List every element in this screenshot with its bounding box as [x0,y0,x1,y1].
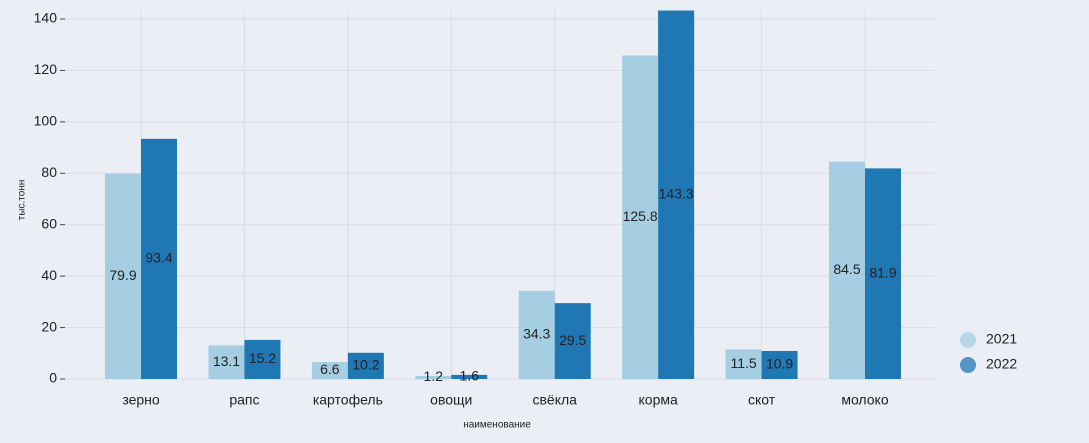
bar [415,375,452,379]
legend-marker [960,357,976,373]
value-label: 1.6 [460,368,480,384]
bar [725,349,762,379]
x-tick-label: зерно [122,392,160,408]
y-tick-label: 100 [34,113,58,129]
x-tick-label: картофель [313,392,383,408]
bar [311,362,348,379]
x-tick-label: корма [639,392,678,408]
bar [658,10,695,380]
x-tick-label: свёкла [532,392,577,408]
y-tick-label: 20 [41,318,57,334]
bar [554,303,591,379]
value-label: 15.2 [249,350,276,366]
value-label: 93.4 [145,250,172,266]
value-label: 10.2 [352,357,379,373]
value-label: 125.8 [623,208,658,224]
y-tick-label: 60 [41,215,57,231]
y-tick-label: 0 [49,370,57,386]
value-label: 81.9 [869,264,896,280]
bar [864,168,901,379]
bar [518,290,555,379]
bar [761,350,798,379]
legend-label: 2021 [986,331,1017,347]
legend-label: 2022 [986,356,1017,372]
value-label: 29.5 [559,332,586,348]
bar [347,352,384,379]
y-tick-label: 40 [41,267,57,283]
bar [244,339,281,379]
value-label: 34.3 [523,326,550,342]
bar [105,173,142,379]
value-label: 1.2 [424,368,444,384]
x-axis-label: наименование [463,420,531,431]
bar [622,55,659,380]
x-tick-label: молоко [841,392,888,408]
value-label: 11.5 [730,355,756,371]
y-tick-label: 80 [41,164,57,180]
x-tick-label: скот [748,392,776,408]
bar [828,161,865,379]
value-label: 143.3 [659,185,694,201]
legend-marker [960,332,976,348]
y-tick-label: 140 [34,10,58,26]
value-label: 6.6 [320,361,340,377]
x-tick-label: рапс [229,392,259,408]
value-label: 13.1 [213,353,240,369]
bar [208,345,245,379]
value-label: 10.9 [766,356,793,372]
value-label: 84.5 [833,261,860,277]
x-tick-label: овощи [430,392,472,408]
y-tick-label: 120 [34,61,58,77]
bar [451,374,488,379]
bar [141,138,178,379]
y-axis-label: тыс.тонн [17,180,28,221]
value-label: 79.9 [109,267,136,283]
